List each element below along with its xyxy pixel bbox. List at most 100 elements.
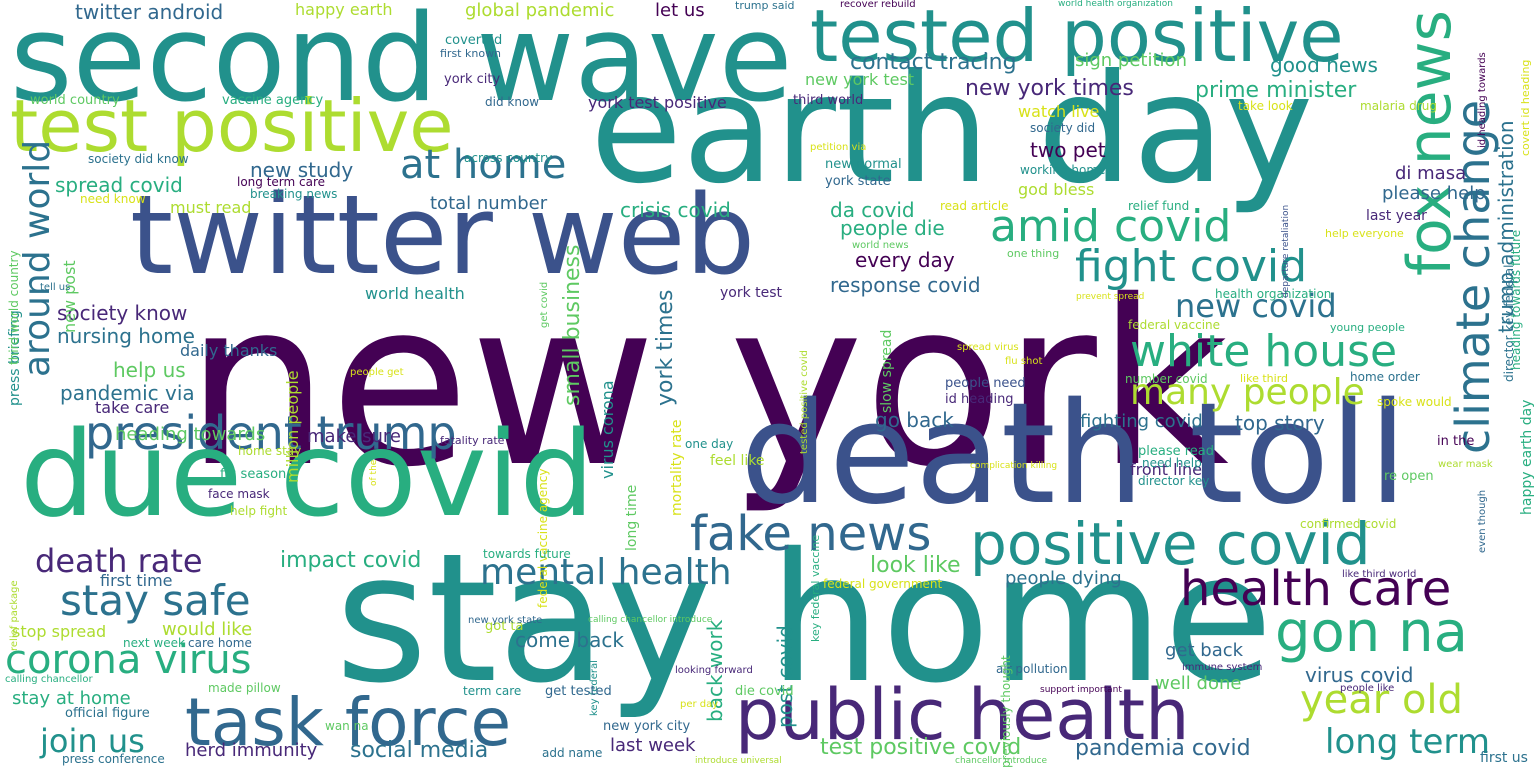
cloud-word: crisis covid bbox=[620, 198, 731, 222]
cloud-word: climate change bbox=[1446, 99, 1500, 454]
cloud-word: fight covid bbox=[1075, 241, 1308, 292]
cloud-word: join us bbox=[40, 722, 145, 760]
cloud-word: petition via bbox=[810, 142, 867, 153]
cloud-word: federal vaccine agency bbox=[536, 468, 550, 609]
cloud-word: society did know bbox=[88, 152, 189, 166]
cloud-word: health care bbox=[1180, 561, 1452, 617]
cloud-word: one day bbox=[685, 437, 734, 451]
cloud-word: sign petition bbox=[1075, 50, 1187, 71]
cloud-word: come back bbox=[515, 628, 624, 652]
cloud-word: happy earth day bbox=[1519, 399, 1535, 515]
cloud-word: york city bbox=[444, 72, 501, 87]
cloud-word: working home bbox=[1020, 163, 1106, 177]
cloud-word: society did bbox=[1030, 121, 1096, 135]
cloud-word: president trump bbox=[85, 406, 457, 460]
cloud-word: term care bbox=[463, 684, 522, 698]
cloud-word: calling chancellor bbox=[5, 674, 93, 685]
cloud-word: many people bbox=[1130, 372, 1365, 413]
cloud-word: chancellor introduce bbox=[955, 756, 1048, 766]
cloud-word: mental health bbox=[480, 552, 732, 593]
cloud-word: covert id heading bbox=[1519, 59, 1532, 156]
cloud-word: read article bbox=[940, 199, 1009, 213]
cloud-word: in the bbox=[1437, 434, 1475, 449]
cloud-word: first known bbox=[440, 47, 502, 60]
cloud-word: feel like bbox=[710, 453, 765, 469]
cloud-word: virus corona bbox=[598, 380, 617, 479]
cloud-word: face mask bbox=[208, 487, 270, 501]
cloud-word: fatality rate bbox=[440, 434, 505, 447]
cloud-word: top story bbox=[1235, 411, 1325, 435]
cloud-word: departure retaliation bbox=[1281, 204, 1291, 298]
cloud-word: earth day bbox=[590, 43, 1314, 217]
cloud-word: need help bbox=[1142, 456, 1202, 470]
cloud-word: relief fund bbox=[1128, 199, 1190, 213]
cloud-word: covert id bbox=[445, 33, 503, 48]
cloud-word: third world country bbox=[7, 250, 21, 365]
cloud-word: pandemia covid bbox=[1075, 736, 1251, 761]
cloud-word: add name bbox=[542, 746, 603, 760]
cloud-word: would like bbox=[162, 619, 253, 640]
cloud-word: response covid bbox=[830, 273, 981, 297]
cloud-word: world health organization bbox=[1058, 0, 1173, 9]
cloud-word: previously thought bbox=[999, 655, 1013, 768]
cloud-word: flu season bbox=[220, 467, 287, 482]
cloud-word: new york test bbox=[805, 70, 915, 89]
cloud-word: like third world bbox=[1342, 569, 1417, 580]
cloud-word: daily thanks bbox=[180, 341, 278, 360]
cloud-word: york times bbox=[653, 289, 678, 406]
cloud-word: pandemic via bbox=[60, 381, 195, 405]
cloud-word: one thing bbox=[1007, 247, 1060, 260]
cloud-word: introduce universal bbox=[695, 756, 782, 766]
cloud-word: help us bbox=[113, 358, 186, 382]
cloud-word: spread virus bbox=[957, 342, 1019, 353]
cloud-word: every day bbox=[855, 248, 955, 272]
cloud-word: let us bbox=[655, 0, 705, 21]
cloud-word: recover rebuild bbox=[840, 0, 916, 10]
cloud-word: twitter android bbox=[75, 0, 224, 24]
cloud-word: of the bbox=[369, 459, 379, 486]
cloud-word: prevent spread bbox=[1076, 292, 1145, 302]
cloud-word: federal vaccine bbox=[1128, 318, 1221, 332]
cloud-word: air pollution bbox=[996, 662, 1068, 676]
cloud-word: at home bbox=[400, 142, 567, 188]
cloud-word: people die bbox=[840, 216, 945, 240]
cloud-word: please help bbox=[1382, 183, 1486, 204]
cloud-word: last week bbox=[610, 735, 696, 756]
cloud-word: mortality rate bbox=[669, 419, 685, 516]
cloud-word: corona virus bbox=[5, 637, 252, 683]
cloud-word: world country bbox=[30, 93, 120, 108]
cloud-word: due covid bbox=[20, 405, 595, 543]
cloud-word: immune system bbox=[1182, 662, 1263, 673]
cloud-word: id heading bbox=[945, 392, 1014, 407]
cloud-word: heading towards future bbox=[1509, 229, 1523, 370]
cloud-word: tested positive covid bbox=[799, 350, 810, 454]
cloud-word: even though bbox=[1477, 489, 1488, 553]
cloud-word: white house bbox=[1130, 326, 1398, 377]
cloud-word: long term bbox=[1325, 722, 1490, 762]
cloud-word: towards future bbox=[483, 547, 571, 561]
cloud-word: did know bbox=[485, 95, 540, 109]
cloud-word: amid covid bbox=[990, 201, 1232, 252]
cloud-word: post covid bbox=[773, 625, 797, 728]
cloud-word: million people bbox=[283, 370, 302, 483]
cloud-word: new study bbox=[250, 158, 354, 182]
cloud-word: new york state bbox=[468, 615, 543, 626]
cloud-word: like third bbox=[1240, 372, 1289, 385]
cloud-word: new normal bbox=[825, 157, 902, 172]
cloud-word: wear mask bbox=[1438, 459, 1493, 470]
cloud-word: society know bbox=[57, 301, 188, 325]
cloud-word: fake news bbox=[690, 506, 932, 562]
cloud-word: york test bbox=[720, 285, 783, 301]
cloud-word: tested positive bbox=[810, 0, 1344, 78]
cloud-word: well done bbox=[1155, 673, 1242, 694]
cloud-word: new york times bbox=[965, 76, 1134, 101]
cloud-word: slow spread bbox=[879, 329, 895, 413]
cloud-word: test positive bbox=[10, 84, 454, 168]
cloud-word: re open bbox=[1384, 469, 1434, 484]
cloud-word: social media bbox=[350, 738, 489, 763]
cloud-word: long time bbox=[624, 484, 640, 551]
cloud-word: flu shot bbox=[1005, 356, 1043, 367]
cloud-word: wan na bbox=[325, 719, 369, 733]
cloud-word: official figure bbox=[65, 706, 150, 721]
